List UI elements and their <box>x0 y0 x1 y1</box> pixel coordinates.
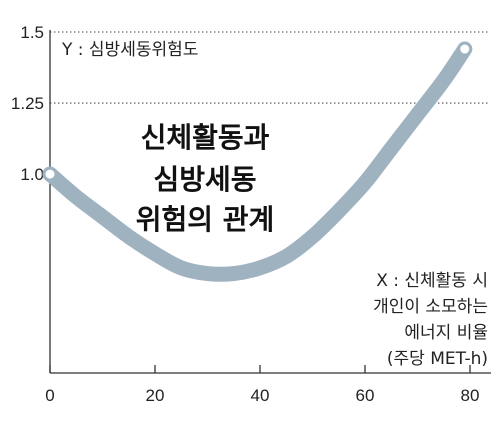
y-tick-label: 1.25 <box>11 94 44 113</box>
x-tick-label: 40 <box>251 386 270 405</box>
chart-title-line: 위험의 관계 <box>136 203 275 236</box>
ticks: 1.0 1.25 1.5 0 20 40 60 80 <box>11 23 480 405</box>
series <box>42 41 473 282</box>
x-axis-label: X : 신체활동 시 개인이 소모하는 에너지 비율 (주당 MET-h) <box>373 271 488 369</box>
axes <box>49 30 491 374</box>
x-axis-label-line: (주당 MET-h) <box>387 349 488 369</box>
chart-title-line: 심방세동 <box>153 163 256 196</box>
x-tick-label: 60 <box>356 386 375 405</box>
chart-title: 신체활동과 심방세동 위험의 관계 <box>136 121 275 236</box>
x-tick-label: 80 <box>461 386 480 405</box>
y-tick-label: 1.0 <box>20 165 44 184</box>
x-axis-label-line: 에너지 비율 <box>404 323 488 343</box>
x-axis-label-line: X : 신체활동 시 <box>376 271 488 291</box>
risk-curve <box>42 41 473 282</box>
x-axis-label-line: 개인이 소모하는 <box>373 297 488 317</box>
end-point-marker <box>457 41 473 57</box>
y-tick-label: 1.5 <box>20 23 44 42</box>
chart-title-line: 신체활동과 <box>141 121 270 154</box>
gridlines <box>50 31 490 104</box>
start-point-marker <box>42 166 58 182</box>
x-tick-label: 20 <box>146 386 165 405</box>
y-axis-label: Y : 심방세동위험도 <box>61 40 198 60</box>
x-tick-label: 0 <box>45 386 54 405</box>
